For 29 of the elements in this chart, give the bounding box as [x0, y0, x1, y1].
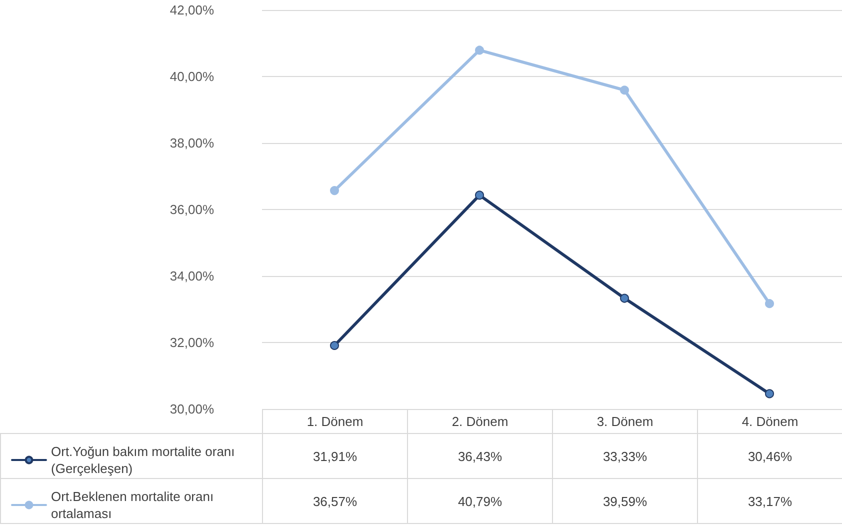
point: [330, 340, 339, 350]
data-label: 36,57%: [262, 478, 408, 524]
point: [620, 294, 629, 303]
point: [475, 190, 484, 200]
x-tick-label: 2. Dönem: [407, 409, 553, 434]
y-tick-label: 32,00%: [170, 335, 214, 350]
y-tick-label: 34,00%: [170, 268, 214, 284]
point: [620, 86, 629, 95]
x-tick-label: 4. Dönem: [697, 409, 842, 434]
point: [475, 46, 484, 55]
y-tick-label: 30,00%: [170, 402, 214, 416]
point: [765, 389, 774, 398]
y-tick-label: 38,00%: [170, 136, 214, 150]
y-tick-label: 36,00%: [170, 202, 214, 217]
point: [765, 299, 774, 308]
point: [330, 186, 339, 196]
data-label: 33,17%: [697, 478, 842, 524]
y-tick-label: 40,00%: [170, 69, 214, 84]
legend-label: Ort.Beklenen mortalite oranı ortalaması: [51, 489, 218, 521]
data-label: 39,59%: [552, 478, 698, 524]
legend-label: Ort.Yoğun bakım mortalite oranı (Gerçekleşen): [51, 444, 238, 476]
data-label: 31,91%: [262, 433, 408, 479]
x-tick-label: 1. Dönem: [262, 409, 408, 434]
x-tick-label: 3. Dönem: [552, 409, 698, 434]
data-label: 40,79%: [407, 478, 553, 524]
data-label: 30,46%: [697, 433, 842, 479]
y-tick-label: 42,00%: [170, 2, 214, 18]
data-label: 33,33%: [552, 433, 698, 479]
data-label: 36,43%: [407, 433, 553, 479]
